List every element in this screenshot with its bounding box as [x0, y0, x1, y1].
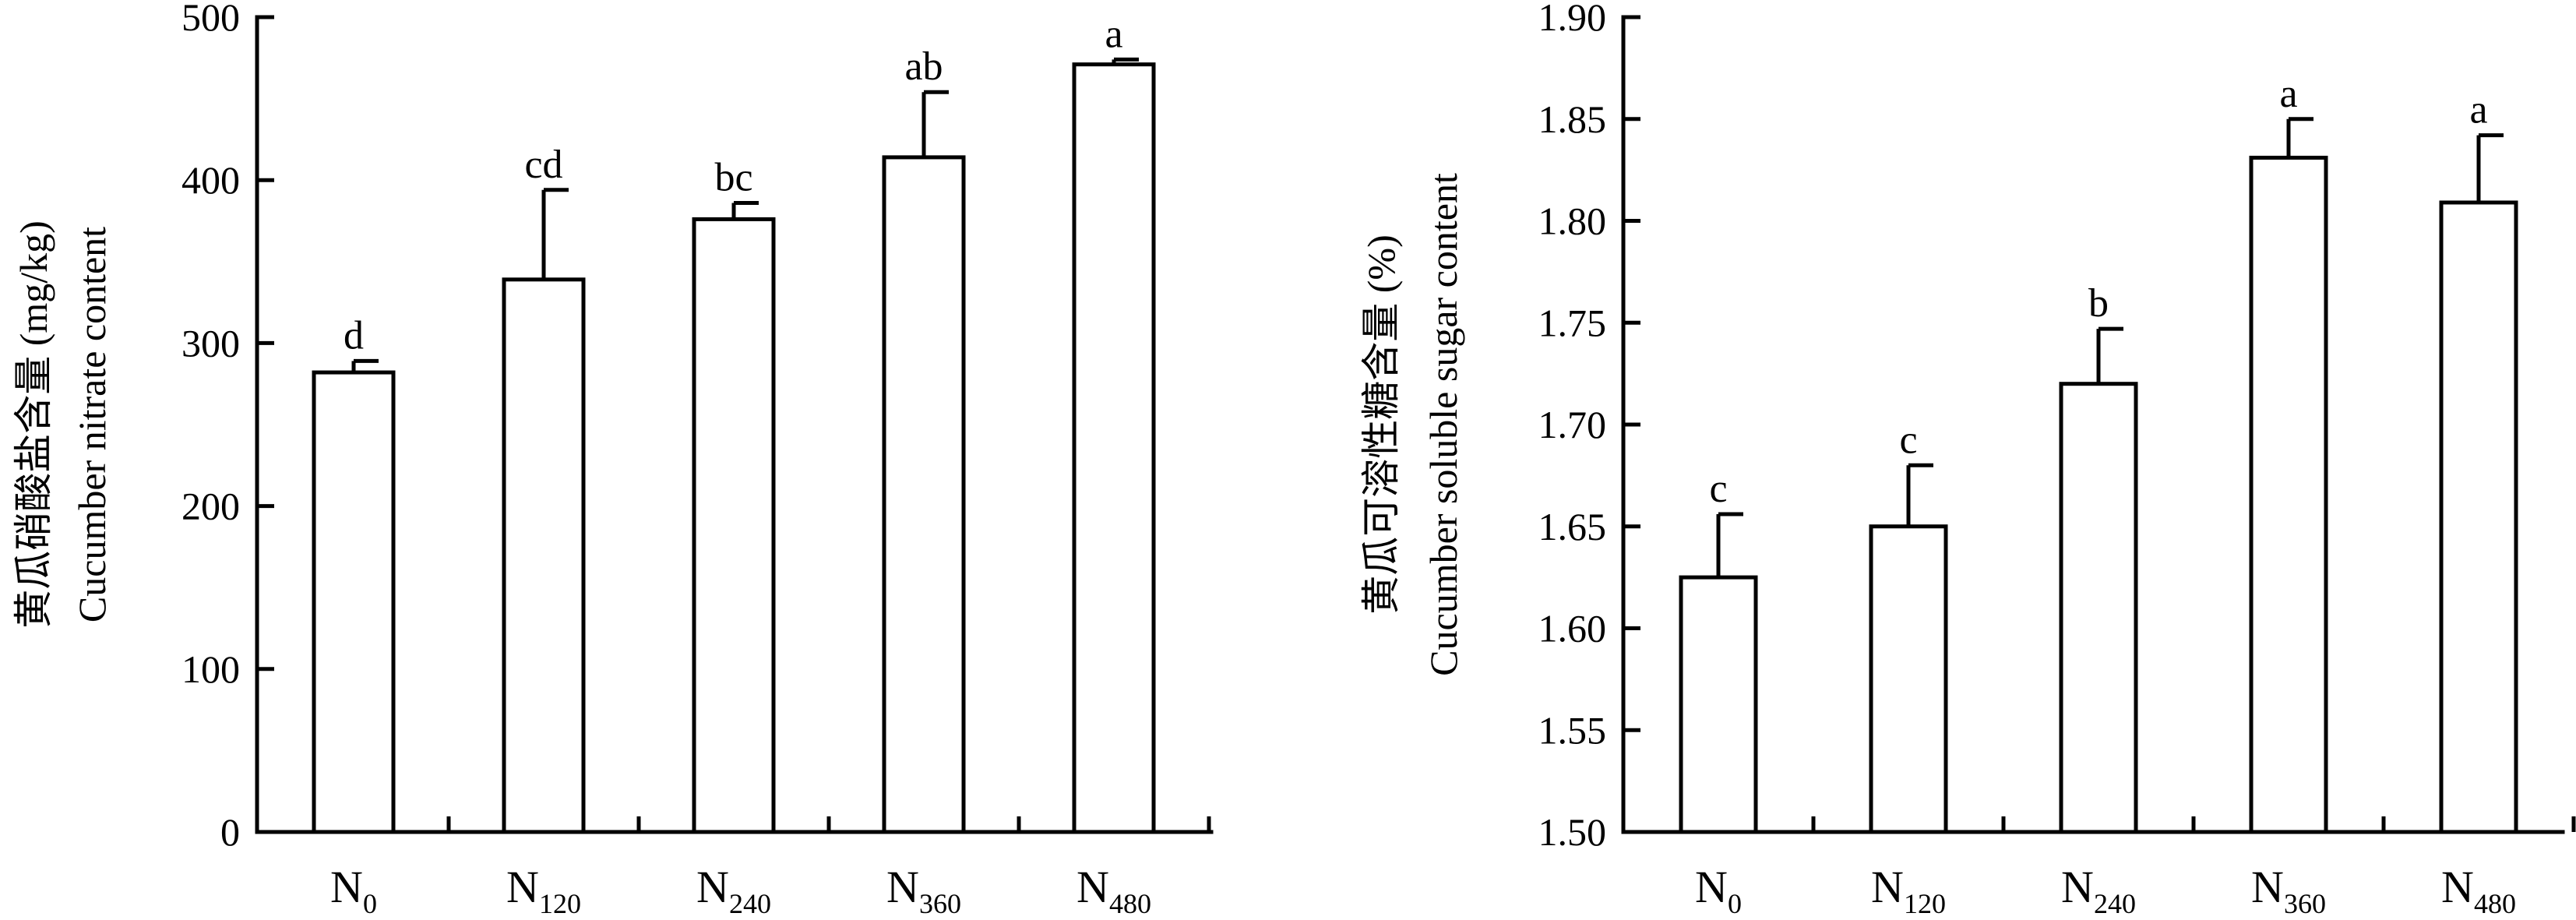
- category-label: N360: [2251, 862, 2326, 919]
- y-axis-title-cn: 黄瓜硝酸盐含量 (mg/kg): [12, 220, 55, 629]
- y-axis-title-cn: 黄瓜可溶性糖含量 (%): [1359, 234, 1403, 614]
- significance-label: d: [344, 313, 364, 358]
- y-tick-label: 1.55: [1538, 708, 1607, 752]
- bar: [882, 155, 966, 834]
- bar: [1072, 62, 1156, 834]
- significance-label: b: [2088, 281, 2109, 326]
- y-axis-title-en: Cucumber soluble sugar content: [1422, 173, 1465, 676]
- significance-label: bc: [714, 155, 752, 199]
- category-label: N120: [1871, 862, 1946, 919]
- category-label: N480: [2441, 862, 2516, 919]
- y-tick-label: 1.90: [1538, 0, 1607, 39]
- category-label: N240: [2061, 862, 2136, 919]
- significance-label: a: [2279, 72, 2297, 116]
- significance-label: c: [1709, 467, 1727, 511]
- y-tick-label: 1.70: [1538, 403, 1607, 446]
- y-tick-label: 200: [181, 485, 240, 528]
- significance-label: c: [1899, 418, 1917, 462]
- category-label: N120: [506, 862, 581, 919]
- bar: [2439, 200, 2518, 834]
- sugar-chart: 1.50 1.55 1.60 1.65 1.70 1.75 1.80 1.85 1.90 c N0 c…: [1359, 0, 2576, 919]
- bar: [502, 277, 586, 834]
- significance-label: a: [2469, 88, 2487, 132]
- bar: [2059, 382, 2138, 834]
- category-label: N0: [1695, 862, 1742, 919]
- y-axis-title-en: Cucumber nitrate content: [70, 227, 114, 622]
- category-label: N480: [1077, 862, 1151, 919]
- category-label: N240: [696, 862, 771, 919]
- y-tick-label: 100: [181, 647, 240, 691]
- y-tick-label: 1.65: [1538, 505, 1607, 548]
- y-tick-label: 1.50: [1538, 810, 1607, 854]
- bar: [1869, 524, 1948, 834]
- y-tick-label: 0: [220, 810, 240, 854]
- y-tick-label: 1.75: [1538, 301, 1607, 344]
- bar: [2249, 155, 2328, 834]
- significance-label: a: [1105, 12, 1122, 56]
- y-tick-label: 1.60: [1538, 607, 1607, 650]
- bar: [1679, 575, 1758, 834]
- nitrate-chart: 0 100 200 300 400 500 d N0 cd N120 bc N240 ab N360 a N4…: [12, 0, 1214, 919]
- y-tick-label: 400: [181, 158, 240, 202]
- category-label: N360: [886, 862, 961, 919]
- bar: [312, 370, 396, 834]
- y-tick-label: 1.80: [1538, 199, 1607, 243]
- significance-label: cd: [524, 143, 562, 187]
- y-tick-label: 500: [181, 0, 240, 39]
- y-tick-label: 1.85: [1538, 97, 1607, 141]
- significance-label: ab: [904, 44, 943, 89]
- category-label: N0: [330, 862, 377, 919]
- y-tick-label: 300: [181, 321, 240, 365]
- bar: [692, 217, 776, 834]
